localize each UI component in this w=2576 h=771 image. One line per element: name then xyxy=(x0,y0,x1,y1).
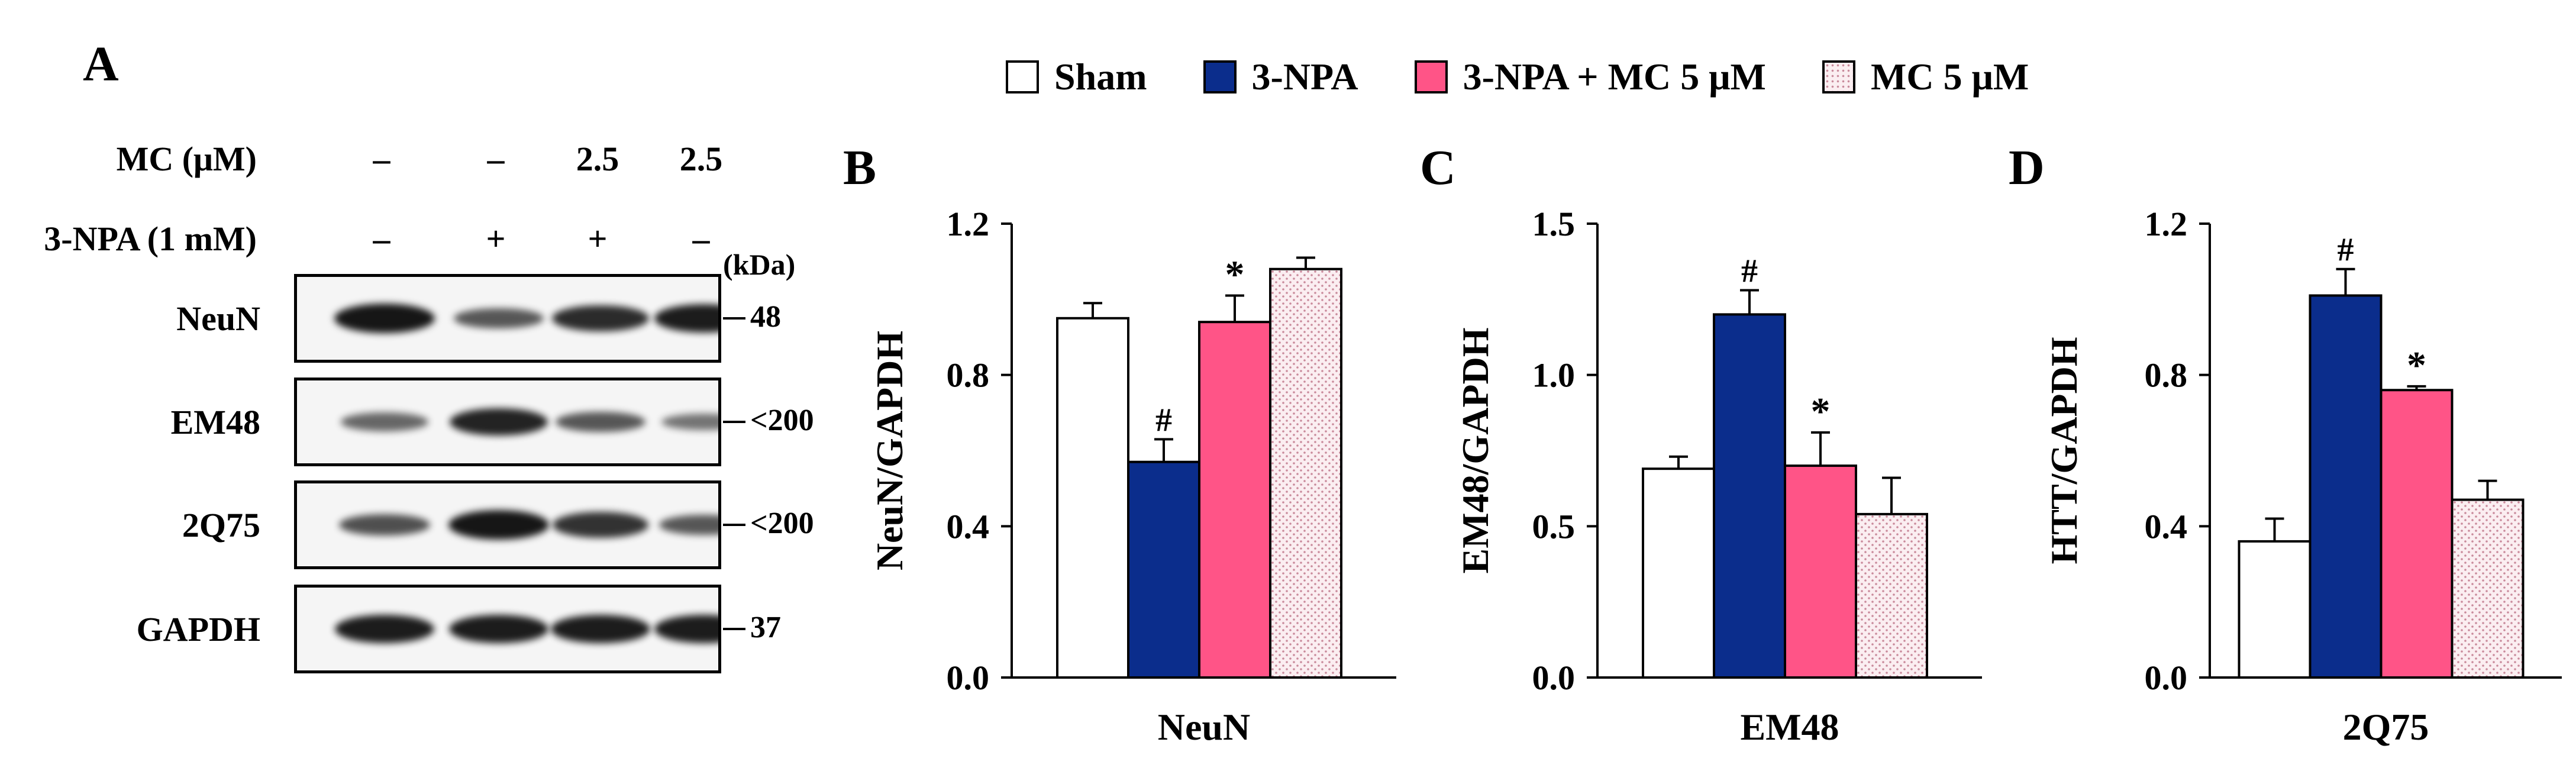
treatment-label: 3-NPA (1 mM) xyxy=(44,220,257,258)
marker-tick xyxy=(723,524,745,526)
x-axis-label: EM48 xyxy=(1740,706,1839,748)
bar xyxy=(2451,498,2525,679)
marker-label: 48 xyxy=(750,300,781,334)
panel-letter-c: C xyxy=(1420,140,1456,195)
protein-band xyxy=(341,412,428,431)
significance-marker: * xyxy=(1811,390,1831,433)
marker-label: 37 xyxy=(750,611,781,644)
y-tick-label: 0.4 xyxy=(947,507,990,546)
legend-swatch xyxy=(1203,60,1237,93)
marker-label: <200 xyxy=(750,404,814,437)
treatment-value: – xyxy=(692,220,710,258)
treatment-value: – xyxy=(373,140,390,178)
bar xyxy=(2380,389,2454,679)
x-axis-label: 2Q75 xyxy=(2343,706,2429,748)
y-tick-label: 0.0 xyxy=(2145,659,2188,697)
bar xyxy=(1642,467,1715,679)
legend-label: 3-NPA + MC 5 μM xyxy=(1463,56,1766,98)
chart-legend: Sham 3-NPA 3-NPA + MC 5 μM MC 5 μM xyxy=(1006,53,2085,101)
marker-tick xyxy=(723,317,745,320)
y-tick-label: 1.2 xyxy=(947,205,990,243)
marker-tick xyxy=(723,421,745,423)
y-tick-label: 0.8 xyxy=(947,356,990,395)
legend-swatch xyxy=(1822,60,1855,93)
kda-label: (kDa) xyxy=(723,248,796,281)
y-tick-label: 0.0 xyxy=(1532,659,1576,697)
y-tick-label: 1.0 xyxy=(1532,356,1576,395)
significance-marker: # xyxy=(1741,253,1758,289)
blot-row-label: 2Q75 xyxy=(182,506,260,544)
legend-item: Sham xyxy=(1006,55,1147,99)
panel-letter-b: B xyxy=(843,140,877,195)
bar xyxy=(1269,267,1342,679)
significance-marker: # xyxy=(1155,402,1172,438)
protein-band xyxy=(551,614,650,644)
marker-tick xyxy=(723,628,745,630)
protein-band xyxy=(334,304,435,333)
legend-item: MC 5 μM xyxy=(1822,55,2029,99)
y-axis-label: EM48/GAPDH xyxy=(1454,328,1496,574)
y-tick-label: 1.2 xyxy=(2145,205,2188,243)
legend-label: MC 5 μM xyxy=(1870,56,2029,98)
y-tick-label: 0.5 xyxy=(1532,507,1576,546)
significance-marker: # xyxy=(2338,232,2354,269)
marker-label: <200 xyxy=(750,507,814,540)
y-tick-label: 1.5 xyxy=(1532,205,1576,243)
protein-band xyxy=(454,308,544,329)
legend-item: 3-NPA xyxy=(1203,55,1358,99)
legend-label: Sham xyxy=(1054,56,1147,98)
bar xyxy=(2238,540,2312,679)
legend-item: 3-NPA + MC 5 μM xyxy=(1414,55,1766,99)
y-tick-label: 0.0 xyxy=(947,659,990,697)
treatment-label: MC (μM) xyxy=(116,140,257,178)
blot-row-label: GAPDH xyxy=(136,610,260,649)
treatment-value: – xyxy=(373,220,390,258)
significance-marker: * xyxy=(1225,253,1245,296)
y-tick-label: 0.8 xyxy=(2145,356,2188,395)
blot-strip xyxy=(294,585,721,673)
bar xyxy=(1127,460,1200,679)
treatment-value: + xyxy=(587,220,608,258)
protein-band xyxy=(553,512,648,538)
treatment-value: 2.5 xyxy=(679,140,723,178)
bar xyxy=(1713,313,1786,679)
blot-row-label: NeuN xyxy=(176,299,260,338)
treatment-value: + xyxy=(486,220,506,258)
bar xyxy=(2309,294,2383,679)
significance-marker: * xyxy=(2407,344,2426,387)
bar xyxy=(1784,464,1857,679)
legend-swatch xyxy=(1414,60,1448,93)
blot-strip xyxy=(294,480,721,569)
protein-band xyxy=(552,305,649,332)
protein-band xyxy=(556,411,645,433)
blot-row-label: EM48 xyxy=(170,403,260,441)
bar xyxy=(1198,321,1271,679)
y-axis-label: HTT/GAPDH xyxy=(2043,337,2085,564)
y-tick-label: 0.4 xyxy=(2145,507,2188,546)
protein-band xyxy=(450,408,548,436)
protein-band xyxy=(448,510,549,540)
y-axis-label: NeuN/GAPDH xyxy=(869,331,911,570)
legend-label: 3-NPA xyxy=(1251,56,1358,98)
protein-band xyxy=(335,614,434,644)
blot-strip xyxy=(294,274,721,363)
bar xyxy=(1855,512,1928,679)
blot-strip xyxy=(294,378,721,466)
x-axis-label: NeuN xyxy=(1158,706,1250,748)
protein-band xyxy=(449,614,548,644)
panel-letter-d: D xyxy=(2009,140,2045,195)
bar xyxy=(1056,317,1129,679)
protein-band xyxy=(339,514,430,536)
legend-swatch xyxy=(1006,60,1039,93)
panel-letter-a: A xyxy=(83,37,119,92)
treatment-value: 2.5 xyxy=(576,140,619,178)
treatment-value: – xyxy=(487,140,505,178)
